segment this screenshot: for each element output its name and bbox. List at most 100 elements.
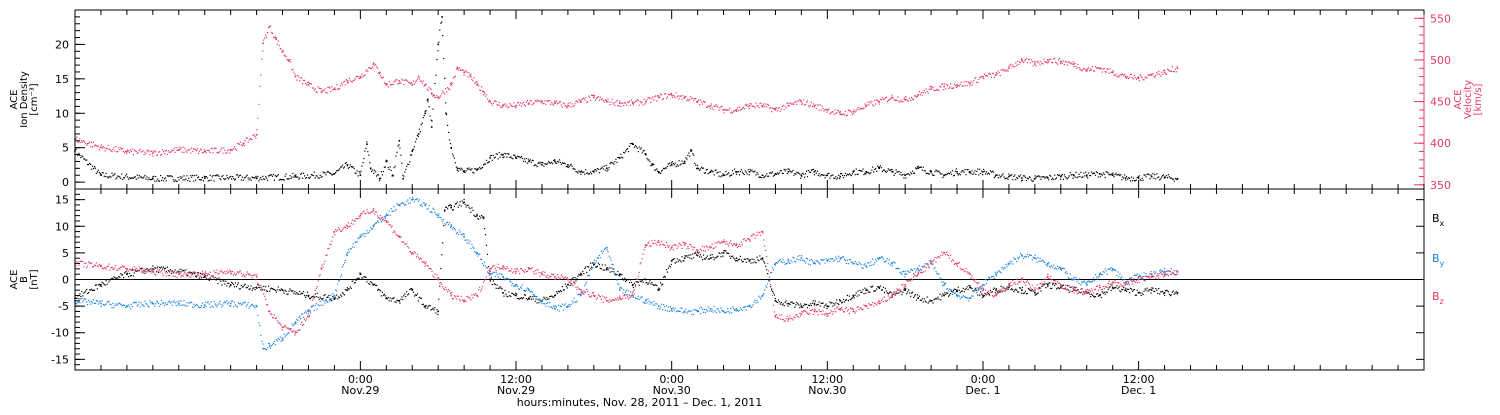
ion-density-point [749, 174, 750, 175]
field-by-point [220, 304, 221, 305]
field-by-point [388, 214, 389, 215]
field-by-point [172, 305, 173, 306]
field-by-point [515, 285, 516, 286]
field-by-point [598, 258, 599, 259]
field-bx-point [310, 298, 311, 299]
field-bx-point [1047, 284, 1049, 286]
solar-wind-velocity-point [115, 146, 116, 147]
solar-wind-velocity-point [514, 106, 515, 107]
ion-density-point [547, 163, 548, 164]
field-bx-point [471, 207, 472, 208]
ion-density-point [909, 174, 910, 175]
field-by-point [593, 262, 594, 263]
ion-density-point [76, 154, 77, 155]
solar-wind-velocity-point [1035, 61, 1036, 62]
field-bx-point [957, 291, 958, 292]
solar-wind-velocity-point [282, 52, 283, 53]
ion-density-point [932, 173, 933, 174]
field-by-point [985, 279, 986, 280]
field-bx-point [1090, 296, 1091, 297]
ion-density-point [301, 173, 302, 174]
field-by-point [295, 321, 297, 323]
field-bx-point [639, 285, 640, 286]
solar-wind-velocity-point [940, 86, 941, 87]
ion-density-point [147, 179, 148, 180]
ion-density-point [366, 141, 367, 142]
ion-density-point [923, 167, 924, 168]
ion-density-point [734, 169, 735, 170]
ion-density-point [810, 172, 811, 173]
field-by-point [1086, 284, 1088, 286]
solar-wind-velocity-point [811, 102, 812, 103]
field-by-point [237, 306, 238, 307]
field-bx-point [1112, 287, 1114, 289]
field-bx-point [1134, 289, 1135, 290]
ion-density-point [1087, 177, 1088, 178]
solar-wind-velocity-point [161, 154, 162, 155]
field-by-point [780, 259, 781, 260]
solar-wind-velocity-point [113, 147, 114, 148]
field-by-point [698, 311, 699, 312]
field-by-point [862, 268, 863, 269]
solar-wind-velocity-point [505, 106, 506, 107]
solar-wind-velocity-point [258, 104, 259, 105]
ion-density-point [98, 170, 99, 171]
field-by-point [610, 260, 611, 261]
field-bx-point [395, 302, 396, 303]
field-bx-point [196, 276, 197, 277]
ion-density-point [1004, 176, 1005, 177]
solar-wind-velocity-point [692, 98, 693, 99]
solar-wind-velocity-point [788, 103, 789, 104]
solar-wind-velocity-point [874, 100, 875, 101]
field-bx-point [465, 204, 466, 205]
field-bx-point [490, 281, 491, 282]
field-by-point [299, 316, 300, 317]
field-bx-point [633, 287, 634, 288]
field-bx-point [1163, 293, 1164, 294]
field-bx-point [702, 259, 703, 260]
field-by-point [673, 307, 674, 308]
ion-density-point [762, 175, 763, 176]
field-by-point [381, 221, 382, 222]
field-bx-point [1040, 290, 1041, 291]
field-by-point [912, 270, 913, 271]
solar-wind-velocity-point [955, 85, 956, 86]
ion-density-point [238, 177, 239, 178]
field-bx-point [376, 285, 377, 286]
field-bx-point [562, 286, 563, 287]
solar-wind-velocity-point [980, 77, 981, 78]
ion-density-point [219, 178, 220, 179]
field-bx-point [276, 292, 277, 293]
solar-wind-velocity-point [134, 149, 135, 150]
field-bx-point [492, 284, 493, 285]
field-by-point [270, 348, 271, 349]
ion-density-point [358, 175, 359, 176]
field-bx-point [884, 292, 885, 293]
field-bx-point [353, 279, 354, 280]
field-by-point [1097, 278, 1098, 279]
solar-wind-velocity-point [948, 88, 949, 89]
ion-density-point [209, 180, 210, 181]
ion-density-point [961, 172, 962, 173]
solar-wind-velocity-point [502, 107, 503, 108]
field-by-point [463, 236, 465, 238]
ion-density-point [161, 180, 162, 181]
ion-density-point [670, 165, 671, 166]
ion-density-point [399, 140, 401, 142]
field-bx-point [161, 266, 162, 267]
field-by-point [835, 257, 836, 258]
field-by-point [141, 302, 142, 303]
field-by-point [639, 299, 640, 300]
field-by-point [957, 296, 958, 297]
field-by-point [1093, 277, 1094, 278]
field-by-point [304, 312, 305, 313]
field-bx-point [280, 290, 281, 291]
ion-density-point [190, 175, 191, 176]
ion-density-point [900, 172, 901, 173]
solar-wind-velocity-point [201, 149, 202, 150]
solar-wind-velocity-point [76, 137, 77, 138]
ion-density-point [838, 175, 839, 176]
ion-density-point [799, 174, 800, 175]
solar-wind-velocity-point [622, 103, 623, 104]
field-by-point [600, 257, 601, 258]
